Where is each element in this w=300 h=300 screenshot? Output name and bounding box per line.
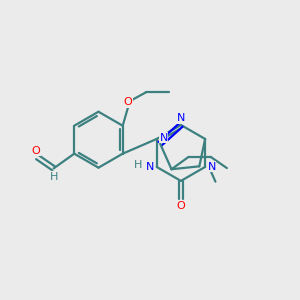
Text: O: O	[124, 97, 132, 107]
Text: N: N	[177, 113, 185, 124]
Text: N: N	[160, 133, 168, 143]
Text: N: N	[146, 162, 154, 172]
Text: N: N	[207, 162, 216, 172]
Text: H: H	[50, 172, 58, 182]
Text: O: O	[176, 201, 185, 211]
Text: O: O	[32, 146, 40, 156]
Text: H: H	[134, 160, 142, 170]
